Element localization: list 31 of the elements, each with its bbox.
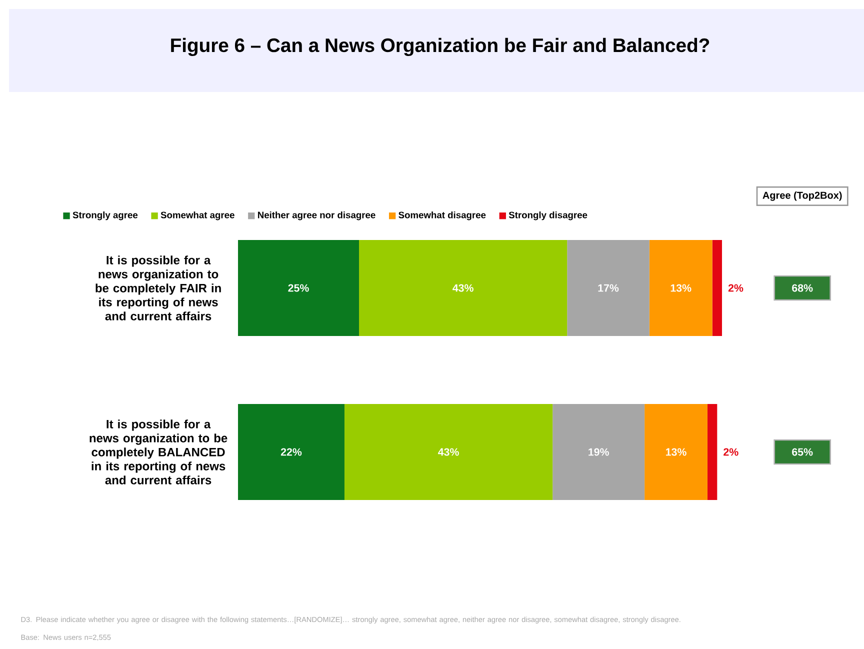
bar bbox=[649, 240, 712, 336]
bar bbox=[552, 404, 645, 500]
y-tick-label: It is possible for a news organization to be completely FAIR in its reporting of news and current affairs bbox=[96, 256, 221, 320]
bar bbox=[238, 404, 344, 500]
legend-label: Somewhat agree bbox=[160, 211, 234, 220]
legend-label: Strongly disagree bbox=[508, 211, 588, 220]
text: Agree (Top2Box) bbox=[762, 191, 842, 201]
data-label: 13% bbox=[666, 448, 686, 456]
chart-title: Figure 6 – Can a News Organization be Fair and Balanced? bbox=[171, 38, 710, 56]
bar bbox=[238, 240, 360, 336]
legend-label: Neither agree nor disagree bbox=[258, 211, 376, 220]
bar bbox=[712, 240, 722, 336]
data-label: 25% bbox=[288, 284, 309, 292]
bar bbox=[359, 240, 568, 336]
data-label: 13% bbox=[670, 284, 692, 292]
data-label: 2% bbox=[724, 448, 738, 456]
data-label: 43% bbox=[438, 448, 459, 456]
data-label: 22% bbox=[280, 448, 302, 456]
data-label: 19% bbox=[588, 448, 609, 456]
bar bbox=[567, 240, 650, 336]
bar bbox=[707, 404, 718, 500]
y-tick-label: It is possible for a news organization to be completely BALANCED in its reporting of news and current affairs bbox=[90, 420, 228, 484]
data-label: 43% bbox=[452, 284, 474, 292]
text: 68% bbox=[792, 284, 813, 292]
data-label: 2% bbox=[728, 284, 744, 292]
legend-label: Somewhat disagree bbox=[398, 211, 486, 220]
data-label: 17% bbox=[598, 284, 619, 292]
bar bbox=[344, 404, 553, 500]
text: 65% bbox=[792, 448, 813, 456]
legend-label: Strongly agree bbox=[72, 211, 138, 220]
bar bbox=[644, 404, 708, 500]
